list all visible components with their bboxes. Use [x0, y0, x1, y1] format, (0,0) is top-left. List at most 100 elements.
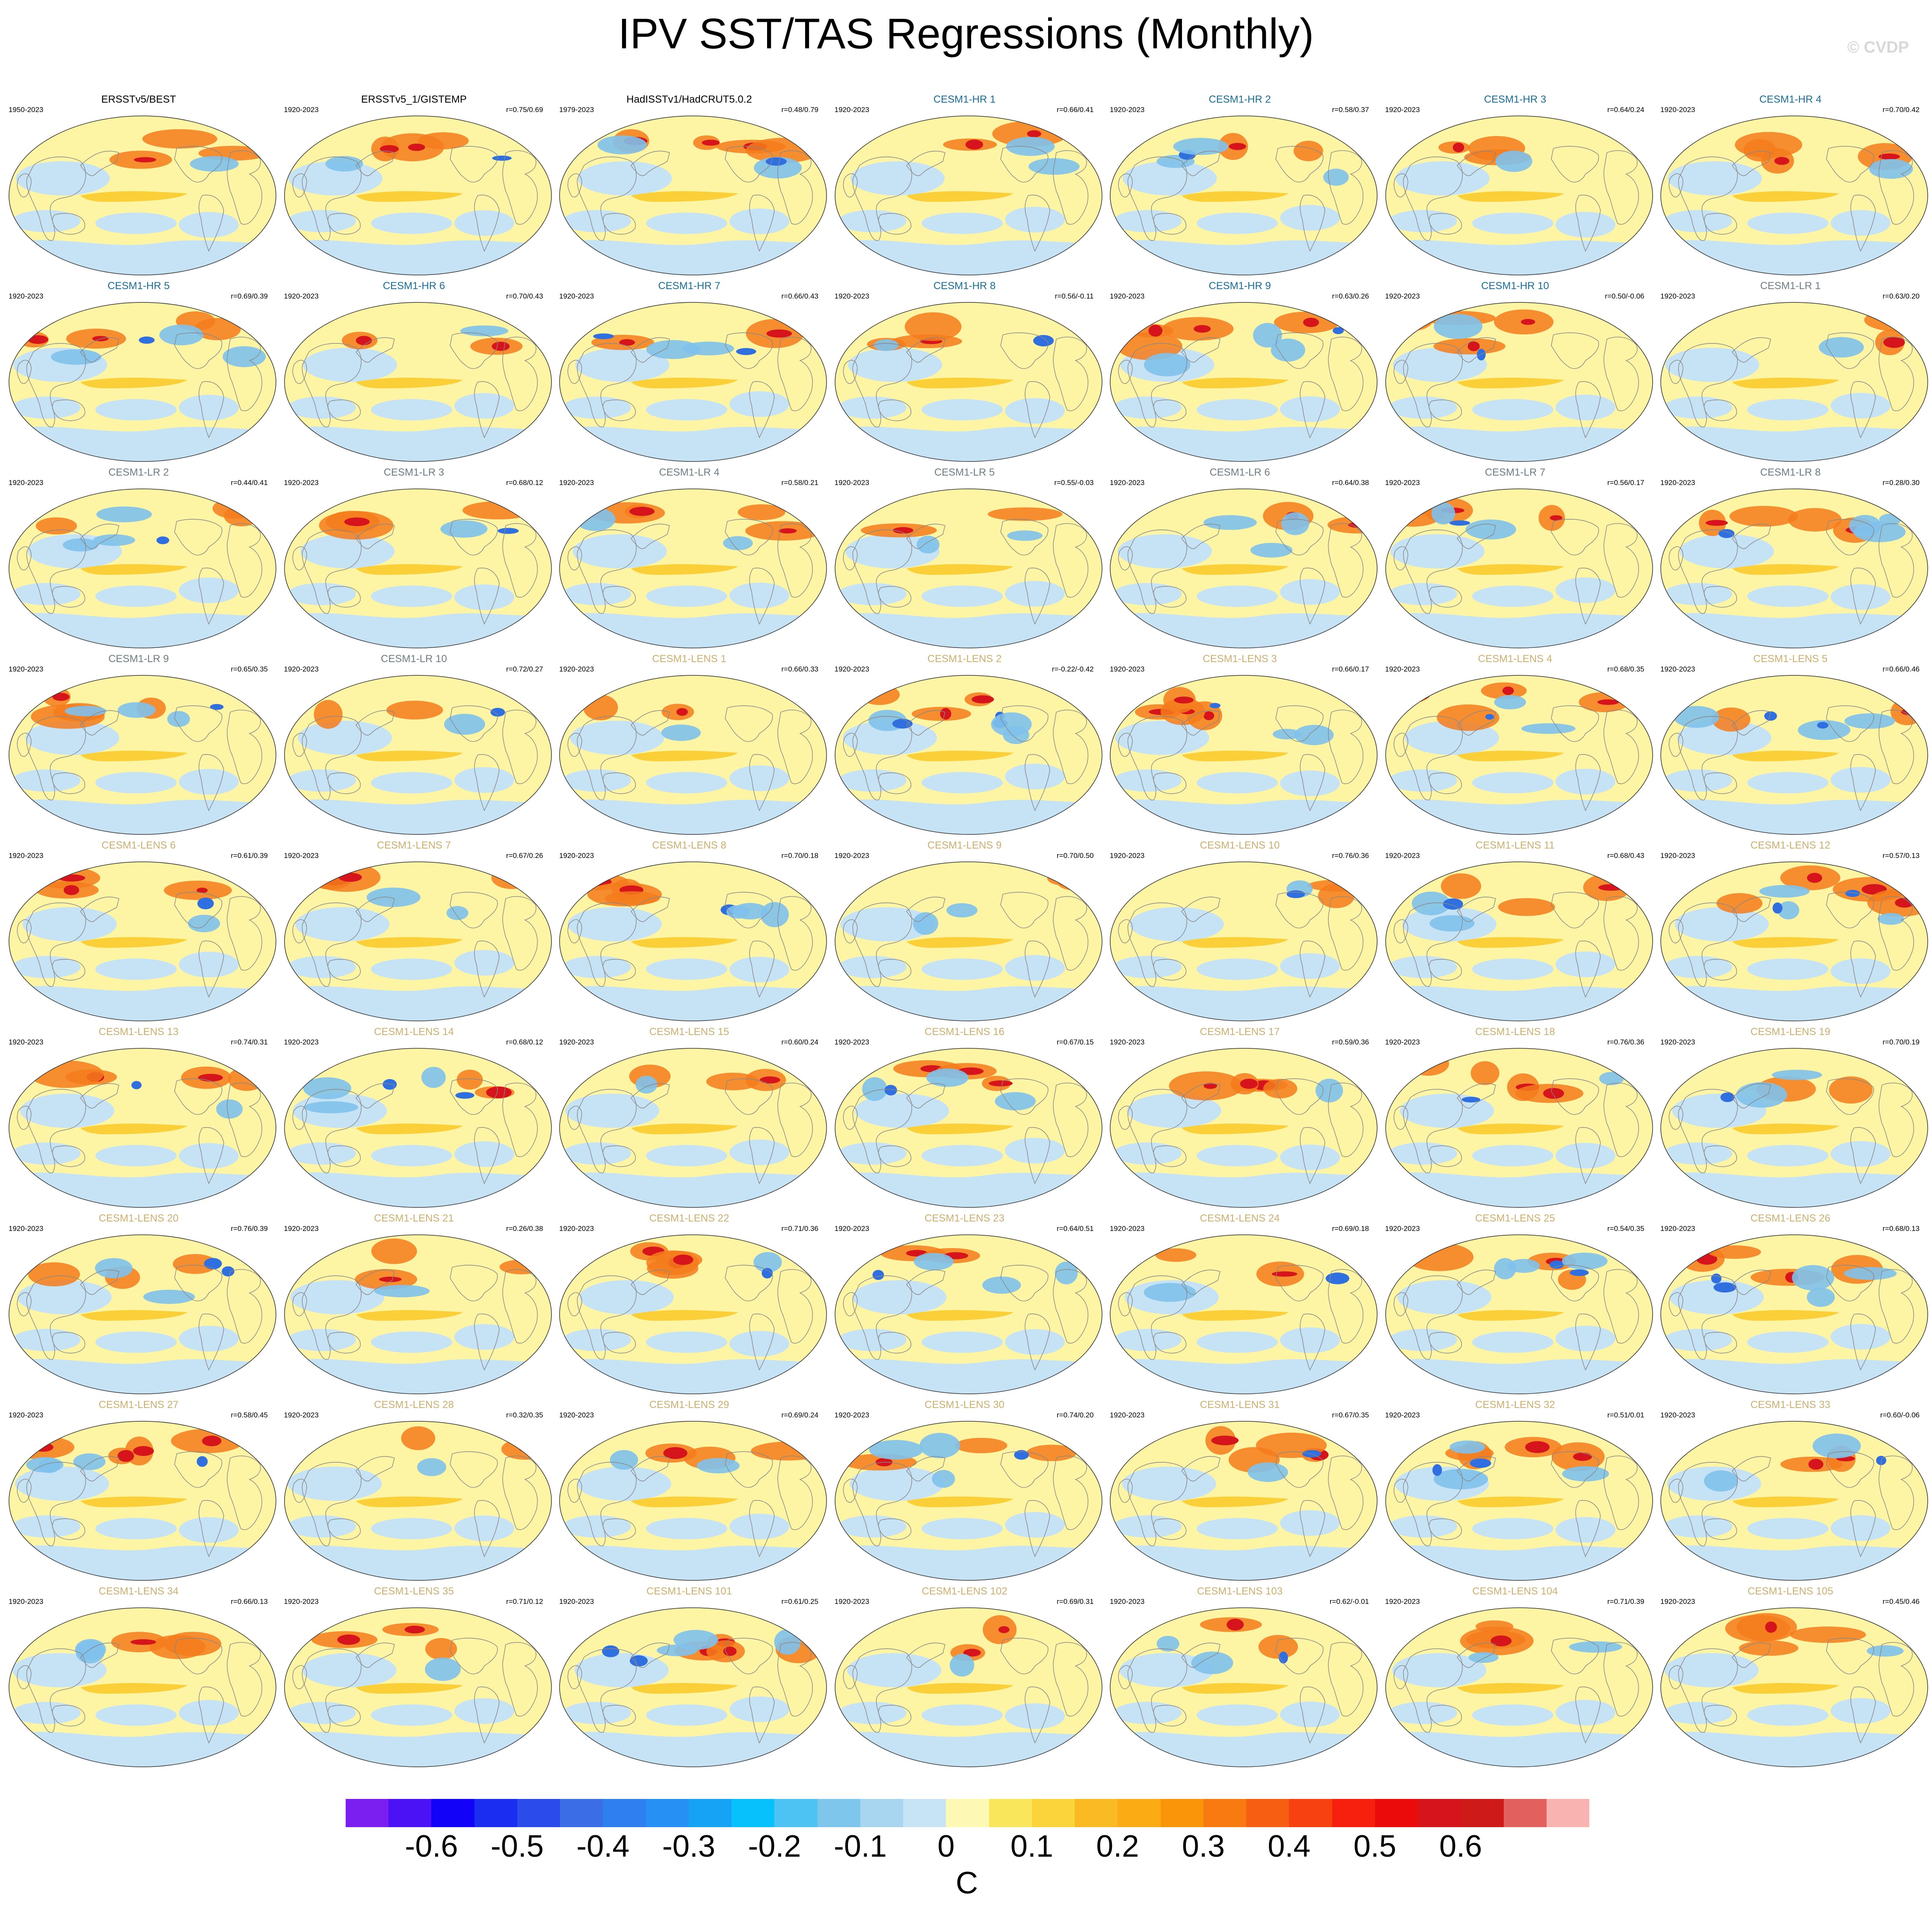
strong-warm-anomaly	[1774, 157, 1790, 165]
coastline	[302, 716, 362, 801]
panel-correlation: r=0.57/0.13	[1882, 852, 1920, 860]
map-border	[284, 1234, 552, 1394]
strong-warm-anomaly	[1883, 337, 1905, 348]
cold-anomaly	[1007, 530, 1043, 541]
coastline	[1300, 941, 1325, 998]
coastline	[1603, 896, 1639, 971]
south-pacific-band	[1472, 1704, 1553, 1726]
panel-correlation: r=0.67/0.26	[506, 852, 543, 860]
warm-anomaly	[1155, 1248, 1197, 1262]
regression-map	[834, 861, 1102, 1021]
north-pacific-band	[295, 907, 389, 941]
warm-anomaly	[1716, 893, 1763, 914]
map-border	[559, 1607, 827, 1767]
strong-warm-anomaly	[1543, 1088, 1564, 1099]
south-atlantic-band	[1831, 767, 1891, 793]
coastline	[777, 710, 813, 784]
regression-map	[559, 115, 827, 275]
strong-warm-anomaly	[939, 708, 951, 720]
coastline	[1118, 1665, 1133, 1689]
regression-map	[284, 1234, 552, 1394]
strong-warm-anomaly	[1598, 884, 1624, 891]
strong-warm-anomaly	[1227, 1618, 1244, 1631]
cold-anomaly	[304, 1101, 358, 1113]
coastline	[1678, 1648, 1738, 1733]
strong-warm-anomaly	[356, 336, 372, 346]
regression-map	[559, 1421, 827, 1581]
cold-anomaly	[1867, 1645, 1904, 1657]
cold-anomaly	[190, 156, 239, 172]
map-border	[9, 1234, 276, 1394]
south-atlantic-band	[454, 393, 514, 419]
coastline	[577, 1462, 637, 1547]
coastline	[577, 902, 637, 987]
southern-ocean-band	[1661, 613, 1928, 648]
panel-correlation: r=0.70/0.19	[1882, 1038, 1920, 1046]
panel-correlation: r=0.67/0.35	[1332, 1411, 1369, 1419]
strong-cold-anomaly	[762, 1268, 773, 1279]
coastline	[852, 529, 912, 614]
cold-anomaly	[1431, 502, 1455, 525]
cold-anomaly	[417, 1458, 446, 1476]
coastline	[1275, 892, 1324, 929]
panel-correlation: r=-0.22/-0.42	[1052, 665, 1094, 673]
coastline	[1403, 902, 1463, 987]
cold-anomaly	[696, 1458, 740, 1473]
coastline	[302, 1275, 362, 1360]
strong-warm-anomaly	[1211, 1435, 1239, 1446]
regression-map	[834, 302, 1102, 462]
coastline	[1000, 705, 1048, 742]
equatorial-tongue	[1732, 751, 1839, 761]
strong-warm-anomaly	[338, 873, 362, 882]
cold-anomaly	[1191, 1651, 1233, 1674]
coastline	[174, 892, 222, 929]
coastline	[52, 1705, 86, 1727]
warm-anomaly	[1058, 876, 1102, 891]
coastline	[906, 1642, 945, 1668]
coastline	[502, 710, 538, 784]
coastline	[1403, 1089, 1463, 1174]
strong-warm-anomaly	[52, 693, 70, 701]
strong-cold-anomaly	[490, 708, 505, 717]
coastline	[852, 157, 912, 241]
coastline	[1456, 896, 1496, 922]
colorbar-tick-label: 0.3	[1182, 1829, 1225, 1864]
map-border	[284, 488, 552, 648]
panel-correlation: r=0.66/0.41	[1057, 106, 1094, 114]
coastline	[749, 381, 775, 438]
colorbar-swatch	[1332, 1799, 1375, 1827]
equatorial-tongue	[356, 1310, 463, 1321]
warm-anomaly	[172, 1254, 218, 1274]
panel-title: CESM1-LR 6	[1209, 467, 1270, 478]
indian-ocean-band	[1664, 956, 1732, 978]
coastline	[906, 710, 945, 736]
colorbar-swatch	[1031, 1799, 1075, 1827]
panel-correlation: r=0.50/-0.06	[1605, 292, 1645, 300]
coastline	[725, 1638, 773, 1674]
strong-cold-anomaly	[884, 1085, 897, 1096]
cold-anomaly	[1294, 725, 1334, 745]
south-pacific-band	[1747, 213, 1828, 234]
strong-cold-anomaly	[197, 897, 214, 910]
cold-anomaly	[774, 1629, 801, 1655]
coastline	[1879, 1269, 1914, 1344]
south-pacific-band	[370, 213, 452, 234]
coastline	[327, 1145, 361, 1167]
coastline	[302, 157, 362, 241]
south-pacific-band	[1747, 958, 1828, 980]
coastline	[1153, 1705, 1187, 1727]
coastline	[355, 1642, 395, 1668]
coastline	[1879, 1083, 1914, 1157]
map-panel: CESM1-LR 9 1920-2023 r=0.65/0.35	[2, 651, 276, 838]
south-pacific-band	[1472, 586, 1553, 607]
southern-ocean-band	[284, 1545, 551, 1580]
colorbar-swatch	[1546, 1799, 1590, 1827]
coastline	[26, 1648, 86, 1733]
southern-ocean-band	[1661, 799, 1928, 834]
warm-anomaly	[501, 1438, 548, 1460]
coastline	[174, 519, 222, 556]
coastline	[1403, 1462, 1463, 1547]
coastline	[449, 1451, 498, 1488]
panel-years: 1920-2023	[9, 479, 44, 487]
coastline	[199, 941, 224, 998]
